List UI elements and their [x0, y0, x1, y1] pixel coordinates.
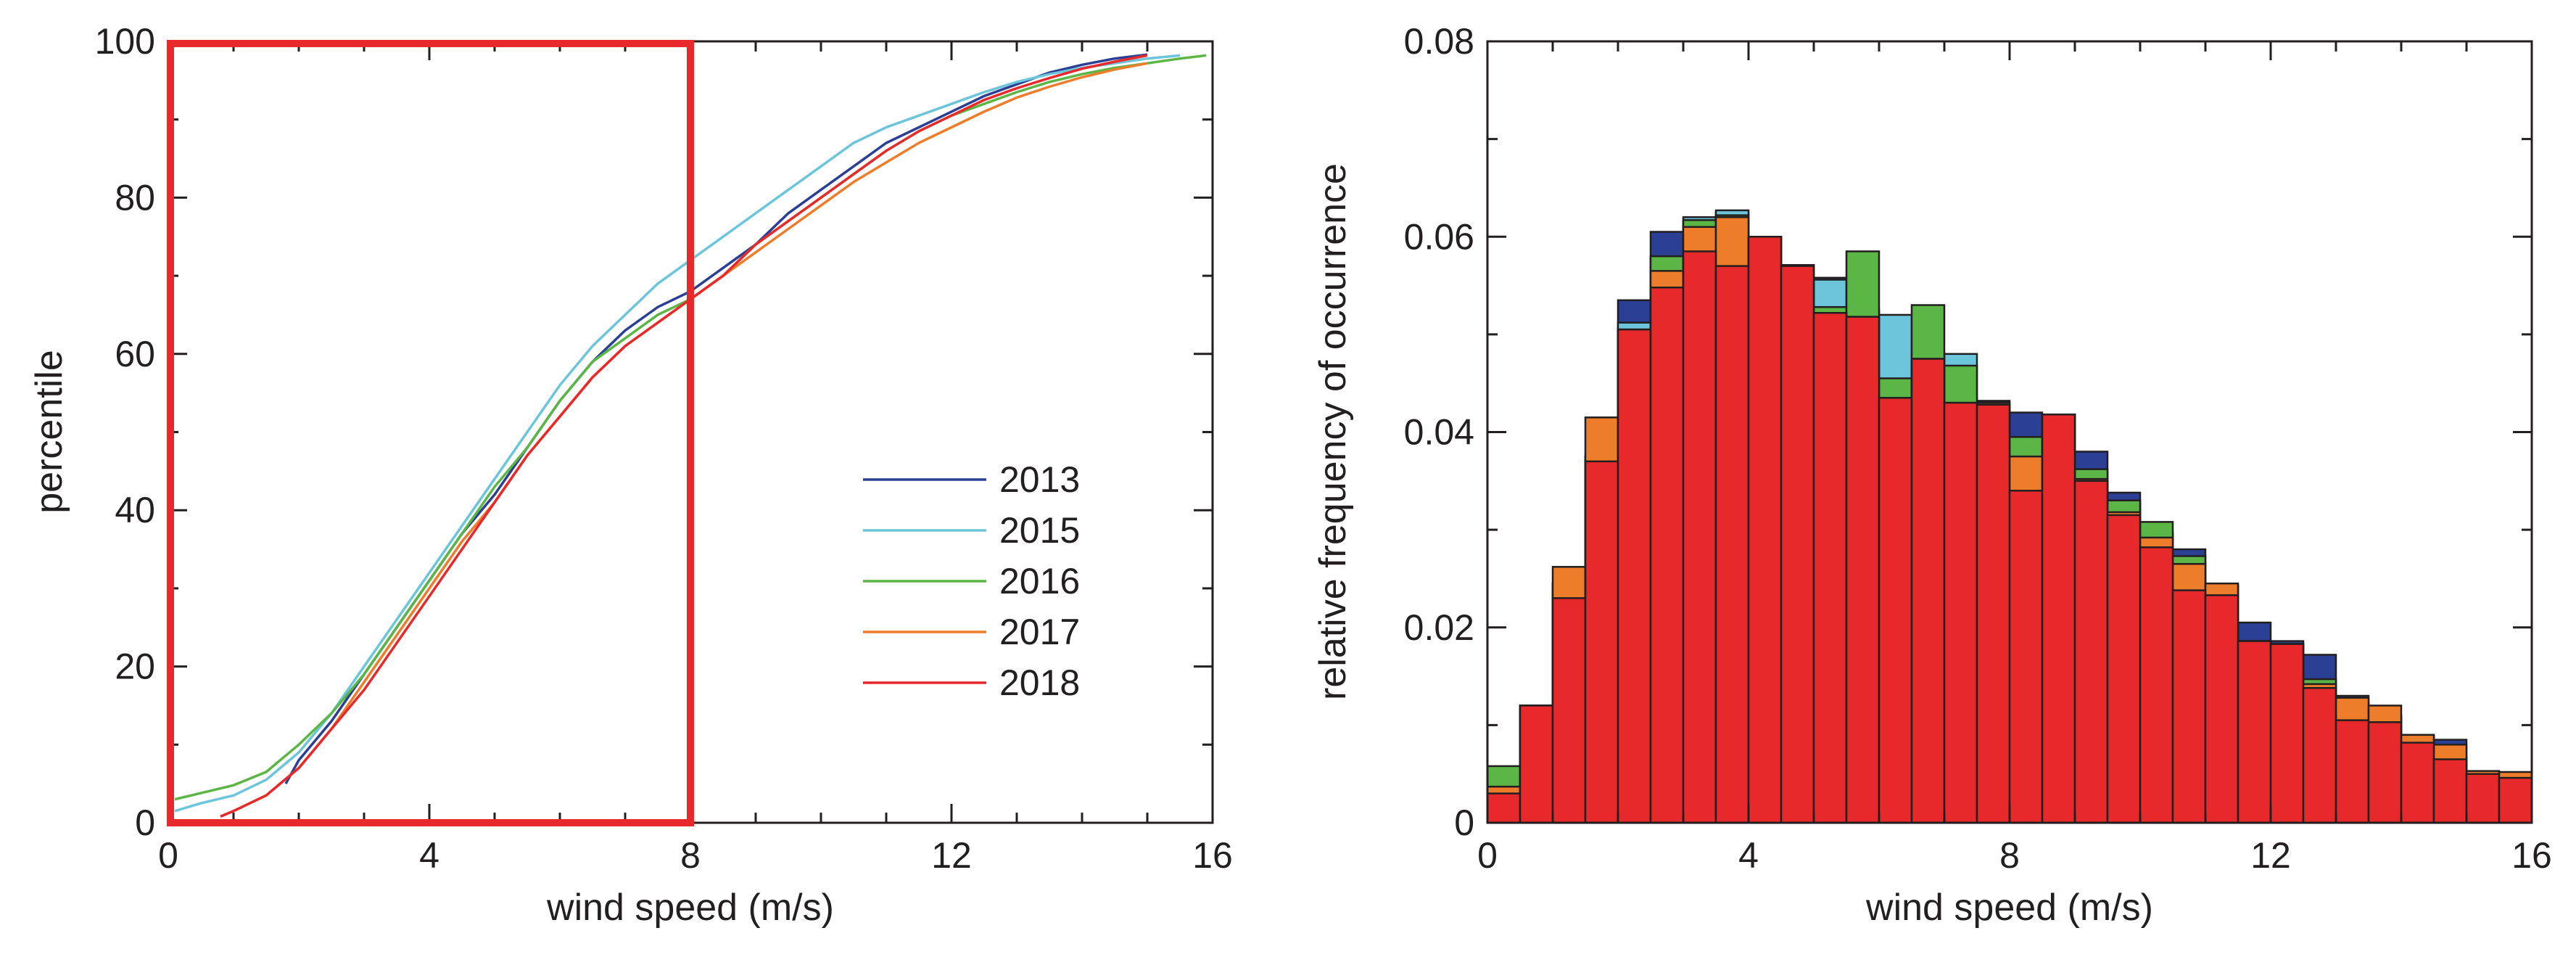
histogram-bar	[1812, 312, 1848, 824]
left-x-axis-title: wind speed (m/s)	[546, 887, 834, 929]
left-x-tick-label: 8	[680, 835, 701, 876]
left-y-tick-label: 100	[95, 21, 155, 62]
histogram-bar	[2041, 414, 2076, 824]
histogram-bar	[1943, 401, 1978, 824]
percentile-line-chart: 0 4 8 12 16 0 20 40 60 80 100 wind speed (m/s) per…	[28, 21, 1233, 929]
left-y-tick-label: 60	[115, 334, 155, 374]
histogram-bar	[1551, 597, 1587, 824]
histogram-series-5	[1486, 236, 2533, 824]
histogram-bars-group	[1486, 209, 2533, 824]
histogram-bar	[2171, 589, 2207, 824]
left-y-tick-label: 20	[115, 646, 155, 687]
legend-label-2013: 2013	[999, 459, 1080, 500]
histogram-bar	[2106, 514, 2142, 824]
right-x-tick-label: 0	[1477, 835, 1498, 876]
line-series-2017	[220, 62, 1148, 818]
legend-label-2015: 2015	[999, 510, 1080, 551]
histogram-bar	[2302, 686, 2337, 824]
histogram-bar	[1519, 705, 1554, 824]
right-x-tick-label: 16	[2511, 835, 2552, 876]
histogram-bar	[1714, 265, 1750, 824]
right-tick-labels: 0 4 8 12 16 0 0.02 0.04 0.06 0.08	[1404, 21, 2552, 876]
histogram-bar	[2008, 490, 2044, 824]
left-y-axis-title: percentile	[28, 350, 70, 513]
histogram-bar	[1780, 265, 1815, 824]
histogram-bar	[1584, 460, 1619, 824]
left-x-tick-label: 4	[419, 835, 439, 876]
right-x-tick-label: 12	[2250, 835, 2291, 876]
left-tick-labels: 0 4 8 12 16 0 20 40 60 80 100	[95, 21, 1233, 876]
histogram-bar	[2269, 643, 2305, 824]
right-tick-marks	[1486, 40, 2533, 824]
histogram-bar	[2465, 773, 2501, 824]
histogram-bar	[1649, 287, 1685, 824]
histogram-bar	[2073, 480, 2109, 824]
legend-label-2017: 2017	[999, 612, 1080, 652]
right-y-tick-label: 0.02	[1404, 607, 1474, 648]
histogram-bar	[1976, 403, 2011, 824]
histogram-bar	[2204, 594, 2239, 824]
left-y-tick-label: 0	[135, 802, 155, 843]
histogram-bar	[1486, 792, 1522, 824]
histogram-bar	[2498, 776, 2533, 824]
left-y-tick-label: 80	[115, 177, 155, 218]
histogram-bar	[1910, 358, 1946, 824]
legend: 2013 2015 2016 2017 2018	[863, 459, 1080, 703]
right-y-axis-title: relative frequency of occurrence	[1312, 163, 1354, 700]
histogram-bar	[2237, 640, 2272, 824]
right-x-tick-label: 8	[1999, 835, 2020, 876]
legend-label-2016: 2016	[999, 561, 1080, 601]
right-y-tick-label: 0.08	[1404, 21, 1474, 62]
left-y-tick-label: 40	[115, 490, 155, 530]
legend-label-2018: 2018	[999, 662, 1080, 703]
histogram-bar	[1617, 328, 1652, 824]
line-series-2018	[220, 54, 1148, 818]
histogram-bar	[2400, 742, 2435, 824]
histogram-bar	[2367, 721, 2403, 824]
histogram-bar	[1682, 250, 1717, 824]
histogram-bar	[1845, 316, 1881, 824]
right-x-axis-title: wind speed (m/s)	[1865, 887, 2153, 929]
right-y-tick-label: 0.04	[1404, 412, 1474, 453]
highlight-box	[167, 40, 694, 826]
histogram-bar	[1878, 397, 1913, 824]
frequency-histogram: 0 4 8 12 16 0 0.02 0.04 0.06 0.08 wind speed (m/s…	[1312, 21, 2552, 929]
right-y-tick-label: 0.06	[1404, 216, 1474, 257]
right-x-tick-label: 4	[1738, 835, 1759, 876]
left-x-tick-label: 0	[158, 835, 178, 876]
histogram-bar	[2432, 758, 2468, 824]
right-y-tick-label: 0	[1454, 802, 1474, 843]
left-x-tick-label: 16	[1192, 835, 1233, 876]
histogram-bar	[1747, 236, 1783, 824]
histogram-bar	[2334, 719, 2370, 824]
left-x-tick-label: 12	[931, 835, 972, 876]
histogram-bar	[2139, 546, 2174, 824]
